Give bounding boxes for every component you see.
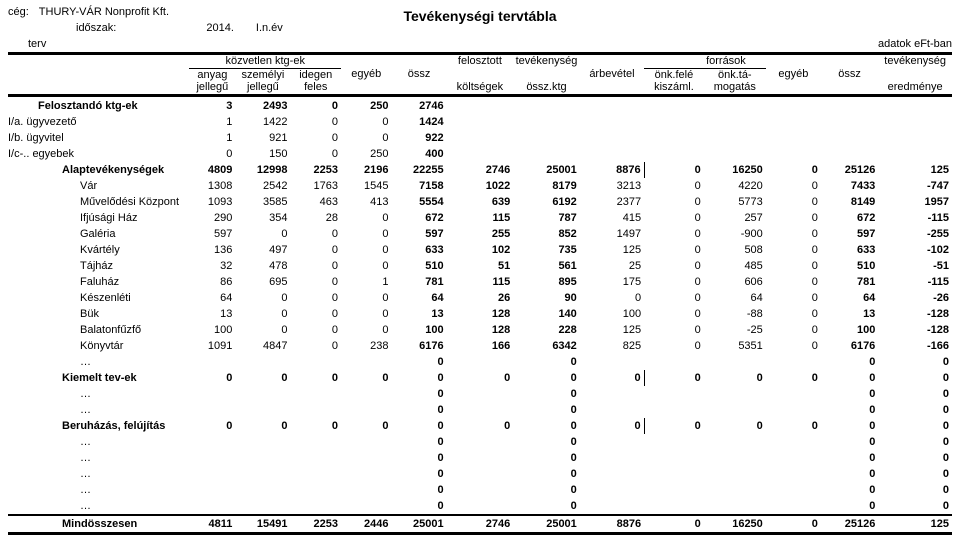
hdr-onkfele: önk.felékiszáml. <box>644 68 704 94</box>
table-row: Bük13000131281401000-88013-128 <box>8 306 952 322</box>
table-row: Faluház866950178111589517506060781-115 <box>8 274 952 290</box>
hdr-arbevetel: árbevétel <box>580 55 644 94</box>
table-row: Készenléti640006426900064064-26 <box>8 290 952 306</box>
table-row: …0000 <box>8 466 952 482</box>
table-row: Alaptevékenységek48091299822532196222552… <box>8 162 952 178</box>
table-row: Könyvtár10914847023861761666342825053510… <box>8 338 952 354</box>
hdr-sources: források <box>644 55 766 68</box>
hdr-tev2: össz.ktg <box>513 68 580 94</box>
table-row: Felosztandó ktg-ek3249302502746 <box>8 98 952 114</box>
hdr-egyeb-s: egyéb <box>766 55 821 94</box>
table-row: Galéria59700059725585214970-9000597-255 <box>8 226 952 242</box>
table-row: Beruházás, felújítás0000000000000 <box>8 418 952 434</box>
hdr-direct-costs: közvetlen ktg-ek <box>189 55 341 68</box>
hdr-eredm2: eredménye <box>878 68 952 94</box>
hdr-eredm1: tevékenység <box>878 55 952 68</box>
header-table: közvetlen ktg-ek egyéb össz felosztott t… <box>8 55 952 94</box>
hdr-ossz-s: össz <box>821 55 878 94</box>
table-row: Mindösszesen4811154912253244625001274625… <box>8 515 952 532</box>
hdr-egyeb: egyéb <box>341 55 392 94</box>
table-row: I/b. ügyvitel192100922 <box>8 130 952 146</box>
table-row: …0000 <box>8 498 952 514</box>
hdr-anyag: anyagjellegű <box>189 68 235 94</box>
table-row: …0000 <box>8 386 952 402</box>
table-row: Tájház3247800510515612504850510-51 <box>8 258 952 274</box>
page-title: Tevékenységi tervtábla <box>0 8 960 24</box>
plan-label: terv <box>28 38 46 50</box>
table-row: Kiemelt tev-ek0000000000000 <box>8 370 952 386</box>
hdr-tev1: tevékenység <box>513 55 580 68</box>
table-row: …0000 <box>8 482 952 498</box>
hdr-felosztott2: költségek <box>447 68 514 94</box>
hdr-ossz: össz <box>392 55 447 94</box>
table-row: Balatonfűzfő1000001001282281250-250100-1… <box>8 322 952 338</box>
table-row: I/a. ügyvezető11422001424 <box>8 114 952 130</box>
table-row: …0000 <box>8 354 952 370</box>
table-row: …0000 <box>8 402 952 418</box>
table-row: I/c-.. egyebek01500250400 <box>8 146 952 162</box>
hdr-idegen: idegenfeles <box>290 68 341 94</box>
units-label: adatok eFt-ban <box>878 38 952 50</box>
hdr-szem: személyijellegű <box>235 68 290 94</box>
table-row: Ifjúsági Ház2903542806721157874150257067… <box>8 210 952 226</box>
hdr-felosztott1: felosztott <box>447 55 514 68</box>
data-table: Felosztandó ktg-ek3249302502746I/a. ügyv… <box>8 98 952 535</box>
table-row: …0000 <box>8 450 952 466</box>
table-row: …0000 <box>8 434 952 450</box>
table-row: Kvártély1364970063310273512505080633-102 <box>8 242 952 258</box>
table-row: Vár1308254217631545715810228179321304220… <box>8 178 952 194</box>
hdr-onktam: önk.tá-mogatás <box>704 68 766 94</box>
table-row: Művelődési Központ1093358546341355546396… <box>8 194 952 210</box>
